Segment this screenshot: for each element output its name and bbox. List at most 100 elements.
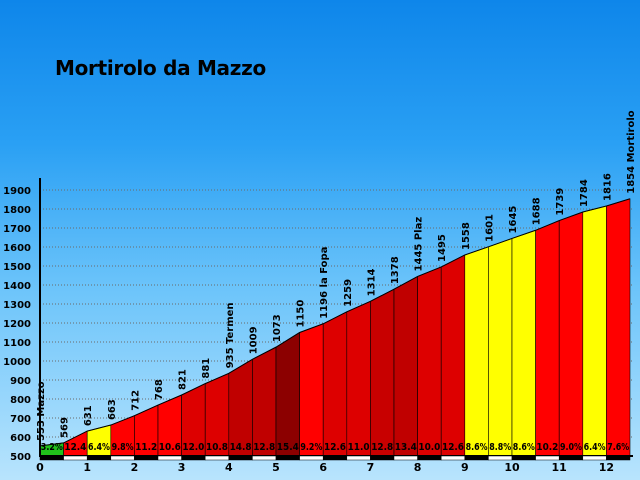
elevation-segment	[606, 198, 631, 457]
grade-label: 15.4	[277, 442, 299, 453]
elevation-segment	[464, 246, 489, 457]
elevation-segment	[275, 331, 300, 457]
x-tick-label: 0	[36, 461, 44, 474]
elevation-label: 935 Termen	[225, 302, 236, 368]
elevation-label: 1739	[555, 188, 566, 216]
grade-label: 12.4	[64, 442, 86, 453]
y-tick-label: 1200	[3, 319, 31, 330]
grade-label: 7.6%	[607, 442, 629, 453]
grade-label: 12.0	[182, 442, 204, 453]
km-scale-bar	[299, 455, 324, 461]
x-tick-label: 10	[504, 461, 520, 474]
grade-label: 6.4%	[584, 442, 606, 453]
elevation-segment	[252, 346, 277, 457]
km-scale-bar	[511, 455, 536, 461]
x-tick-label: 7	[367, 461, 375, 474]
grade-label: 10.2	[536, 442, 558, 453]
grade-label: 8.6%	[513, 442, 535, 453]
elevation-segment	[582, 205, 607, 457]
y-tick-label: 1500	[3, 262, 31, 273]
elevation-label: 1784	[579, 179, 590, 207]
km-scale-bar	[63, 455, 88, 461]
y-tick-label: 1900	[3, 186, 31, 197]
elevation-label: 569	[60, 417, 71, 438]
elevation-label: 1445 Plaz	[414, 217, 425, 272]
km-scale-bar	[417, 455, 442, 461]
x-tick-label: 6	[319, 461, 327, 474]
elevation-segment	[417, 266, 442, 457]
km-scale-bar	[252, 455, 277, 461]
y-tick-label: 1600	[3, 243, 31, 254]
elevation-label: 1259	[343, 279, 354, 307]
km-scale-bar	[204, 455, 230, 461]
y-tick-label: 500	[10, 452, 31, 463]
km-scale-bar	[275, 455, 300, 461]
elevation-segment	[558, 211, 584, 457]
y-tick-label: 1400	[3, 281, 31, 292]
elevation-label: 1816	[602, 173, 613, 201]
elevation-segment	[393, 275, 418, 457]
x-tick-label: 4	[225, 461, 233, 474]
grade-label: 12.8	[253, 442, 275, 453]
y-tick-label: 800	[10, 395, 31, 406]
elevation-label: 1073	[272, 314, 283, 342]
grade-labels: 3.2% 12.4 6.4% 9.8% 11.2 10.6 12.0 10.8 14.8 12.8…	[41, 442, 629, 453]
grade-label: 9.0%	[560, 442, 582, 453]
grade-label: 11.0	[348, 442, 370, 453]
x-tick-label: 11	[552, 461, 567, 474]
km-scale-bar	[134, 455, 159, 461]
km-scale-bar	[157, 455, 182, 461]
elevation-label: 1150	[296, 300, 307, 328]
elevation-segment	[488, 238, 513, 457]
y-tick-label: 700	[10, 414, 31, 425]
km-scale-bar	[39, 455, 64, 461]
km-scale-bar	[535, 455, 560, 461]
x-tick-label: 9	[461, 461, 469, 474]
grade-label: 9.2%	[300, 442, 322, 453]
axes	[39, 178, 633, 461]
y-tick-label: 1700	[3, 224, 31, 235]
km-scale-bar	[322, 455, 348, 461]
elevation-label: 712	[130, 390, 141, 411]
km-scale-bar	[558, 455, 584, 461]
elevation-label: 1688	[532, 197, 543, 225]
profile-line	[39, 198, 631, 447]
km-scale-bar	[228, 455, 253, 461]
grade-label: 13.4	[395, 442, 417, 453]
x-tick-label: 8	[414, 461, 422, 474]
y-tick-label: 1800	[3, 205, 31, 216]
elevation-segment	[440, 254, 466, 457]
km-scale-bar	[606, 455, 631, 461]
y-tick-label: 1000	[3, 357, 31, 368]
x-tick-label: 12	[599, 461, 614, 474]
x-tick-label: 2	[131, 461, 139, 474]
grade-label: 10.6	[159, 442, 181, 453]
x-tick-label: 5	[272, 461, 280, 474]
km-scale-bar	[464, 455, 489, 461]
grade-label: 14.8	[230, 442, 252, 453]
km-scale-bar	[110, 455, 135, 461]
elevation-label: 1378	[390, 256, 401, 284]
grade-label: 3.2%	[41, 442, 63, 453]
chart-title: Mortirolo da Mazzo	[55, 56, 266, 80]
y-tick-label: 1300	[3, 300, 31, 311]
y-tick-label: 1100	[3, 338, 31, 349]
elevation-label: 1314	[366, 268, 377, 296]
x-tick-label: 1	[83, 461, 91, 474]
grade-label: 12.8	[371, 442, 393, 453]
elevation-segment	[370, 288, 395, 457]
elevation-label: 1558	[461, 222, 472, 250]
x-tick-label: 3	[178, 461, 186, 474]
km-scale-bar	[181, 455, 206, 461]
grade-label: 12.6	[442, 442, 464, 453]
elevation-labels: 553 Mazzo 569 631 663 712 768 821 881 935 Termen…	[36, 110, 637, 441]
elevation-segment	[346, 300, 371, 457]
y-tick-label: 900	[10, 376, 31, 387]
elevation-segments	[39, 198, 631, 457]
elevation-label: 1645	[508, 206, 519, 234]
grade-label: 6.4%	[88, 442, 110, 453]
elevation-label: 663	[107, 399, 118, 420]
km-scale-bar	[346, 455, 371, 461]
x-axis-ticks: 0 1 2 3 4 5 6 7 8 9 10 11 12	[36, 461, 614, 474]
